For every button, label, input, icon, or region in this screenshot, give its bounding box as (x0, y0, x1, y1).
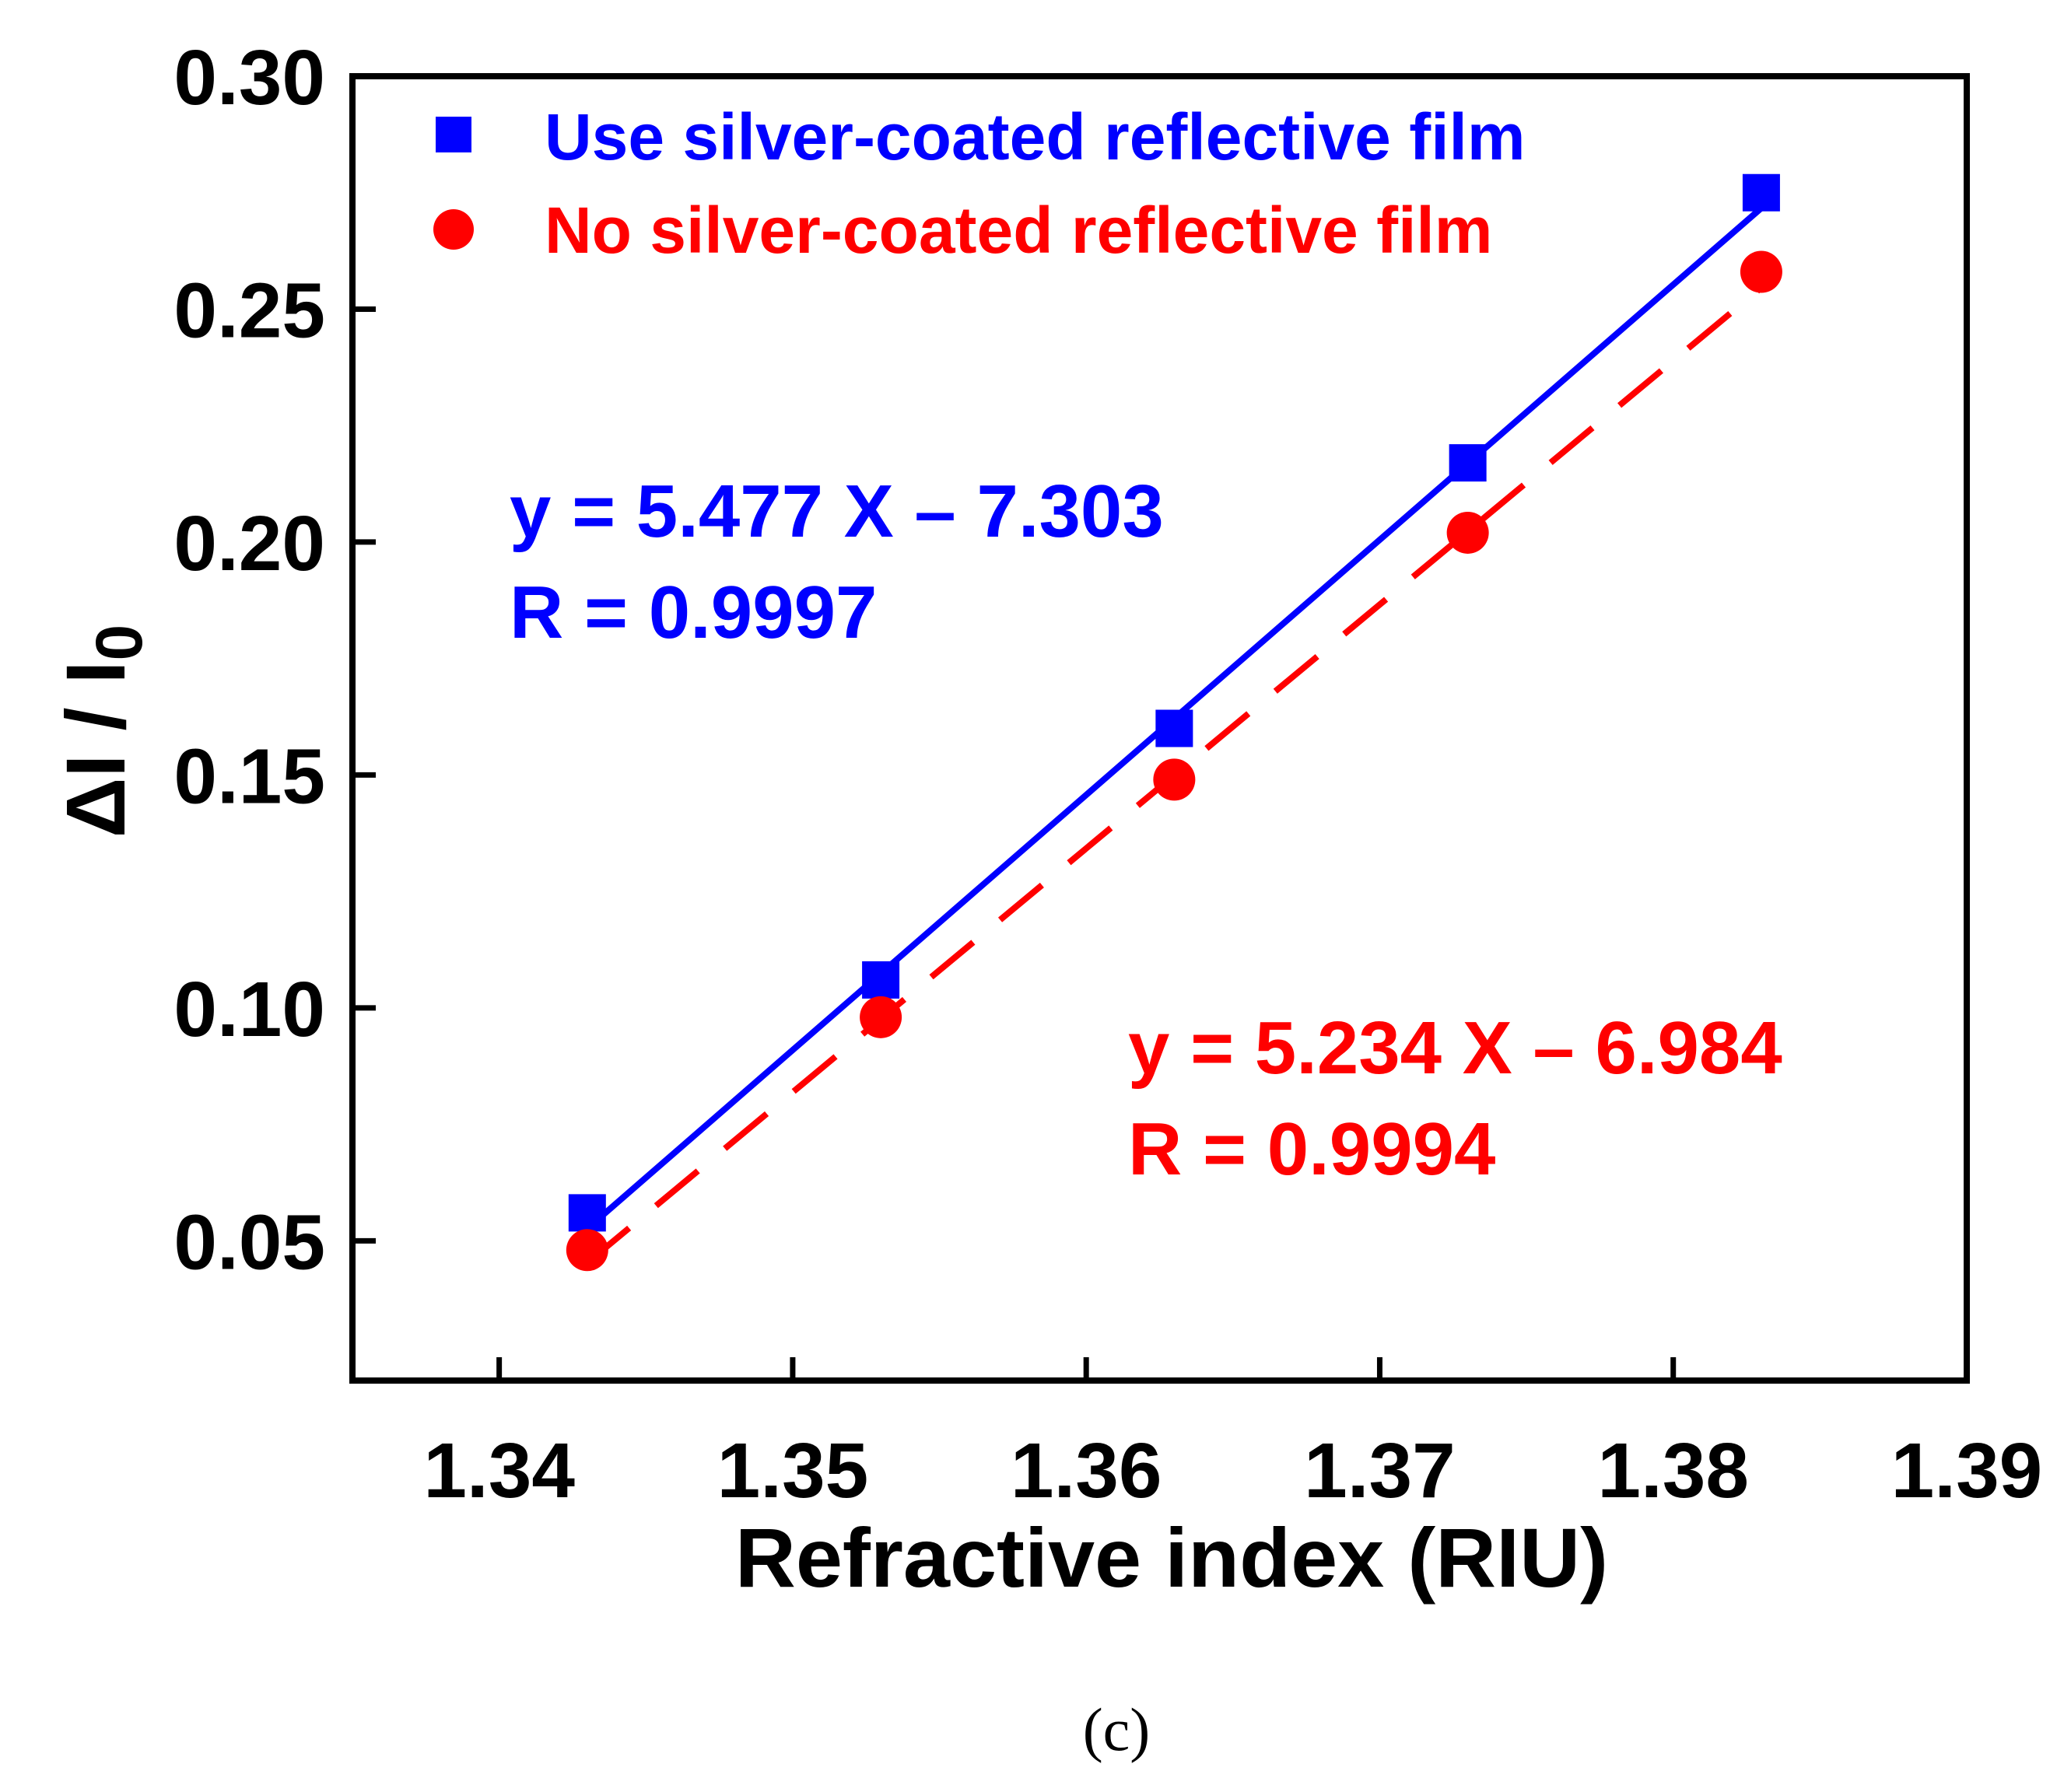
figure-caption: (c) (1083, 1696, 1151, 1763)
y-tick-label: 0.15 (173, 733, 325, 820)
x-tick-label: 1.38 (1597, 1427, 1749, 1514)
r-value-silver: R = 0.9997 (510, 571, 877, 654)
y-tick-label: 0.10 (173, 966, 325, 1053)
x-tick-label: 1.39 (1891, 1427, 2043, 1514)
y-axis-ticks: 0.05 0.10 0.15 0.20 0.25 0.30 (173, 34, 376, 1286)
equation-silver: y = 5.477 X – 7.303 (510, 470, 1164, 553)
data-point-circle (1740, 250, 1782, 293)
x-axis-ticks: 1.34 1.35 1.36 1.37 1.38 1.39 (423, 1357, 2042, 1514)
y-tick-label: 0.20 (173, 500, 325, 587)
equation-no-silver: y = 5.234 X – 6.984 (1128, 1006, 1782, 1090)
data-point-square (1449, 444, 1487, 482)
y-tick-label: 0.05 (173, 1199, 325, 1286)
y-tick-label: 0.30 (173, 34, 325, 121)
x-tick-label: 1.37 (1304, 1427, 1456, 1514)
data-point-square (862, 961, 900, 999)
data-point-square (1155, 709, 1193, 747)
x-tick-label: 1.36 (1011, 1427, 1162, 1514)
legend-label-silver: Use silver-coated reflective film (545, 100, 1526, 173)
data-point-square (568, 1194, 606, 1232)
data-point-square (1742, 173, 1780, 212)
legend-circle-marker (433, 209, 474, 250)
x-tick-label: 1.34 (423, 1427, 575, 1514)
legend-label-no-silver: No silver-coated reflective film (545, 194, 1492, 267)
y-axis-label: ΔI / I0 (48, 625, 156, 838)
x-tick-label: 1.35 (717, 1427, 869, 1514)
y-tick-label: 0.25 (173, 267, 325, 354)
data-point-circle (1153, 758, 1196, 801)
legend-square-marker (436, 117, 471, 152)
data-point-circle (1446, 511, 1489, 554)
data-markers (566, 173, 1782, 1272)
x-axis-label: Refractive index (RIU) (735, 1510, 1608, 1605)
plot-frame (349, 73, 1970, 1384)
r-value-no-silver: R = 0.9994 (1128, 1108, 1495, 1191)
legend: Use silver-coated reflective film No sil… (433, 100, 1526, 267)
data-point-circle (566, 1229, 608, 1272)
data-point-circle (860, 996, 902, 1038)
